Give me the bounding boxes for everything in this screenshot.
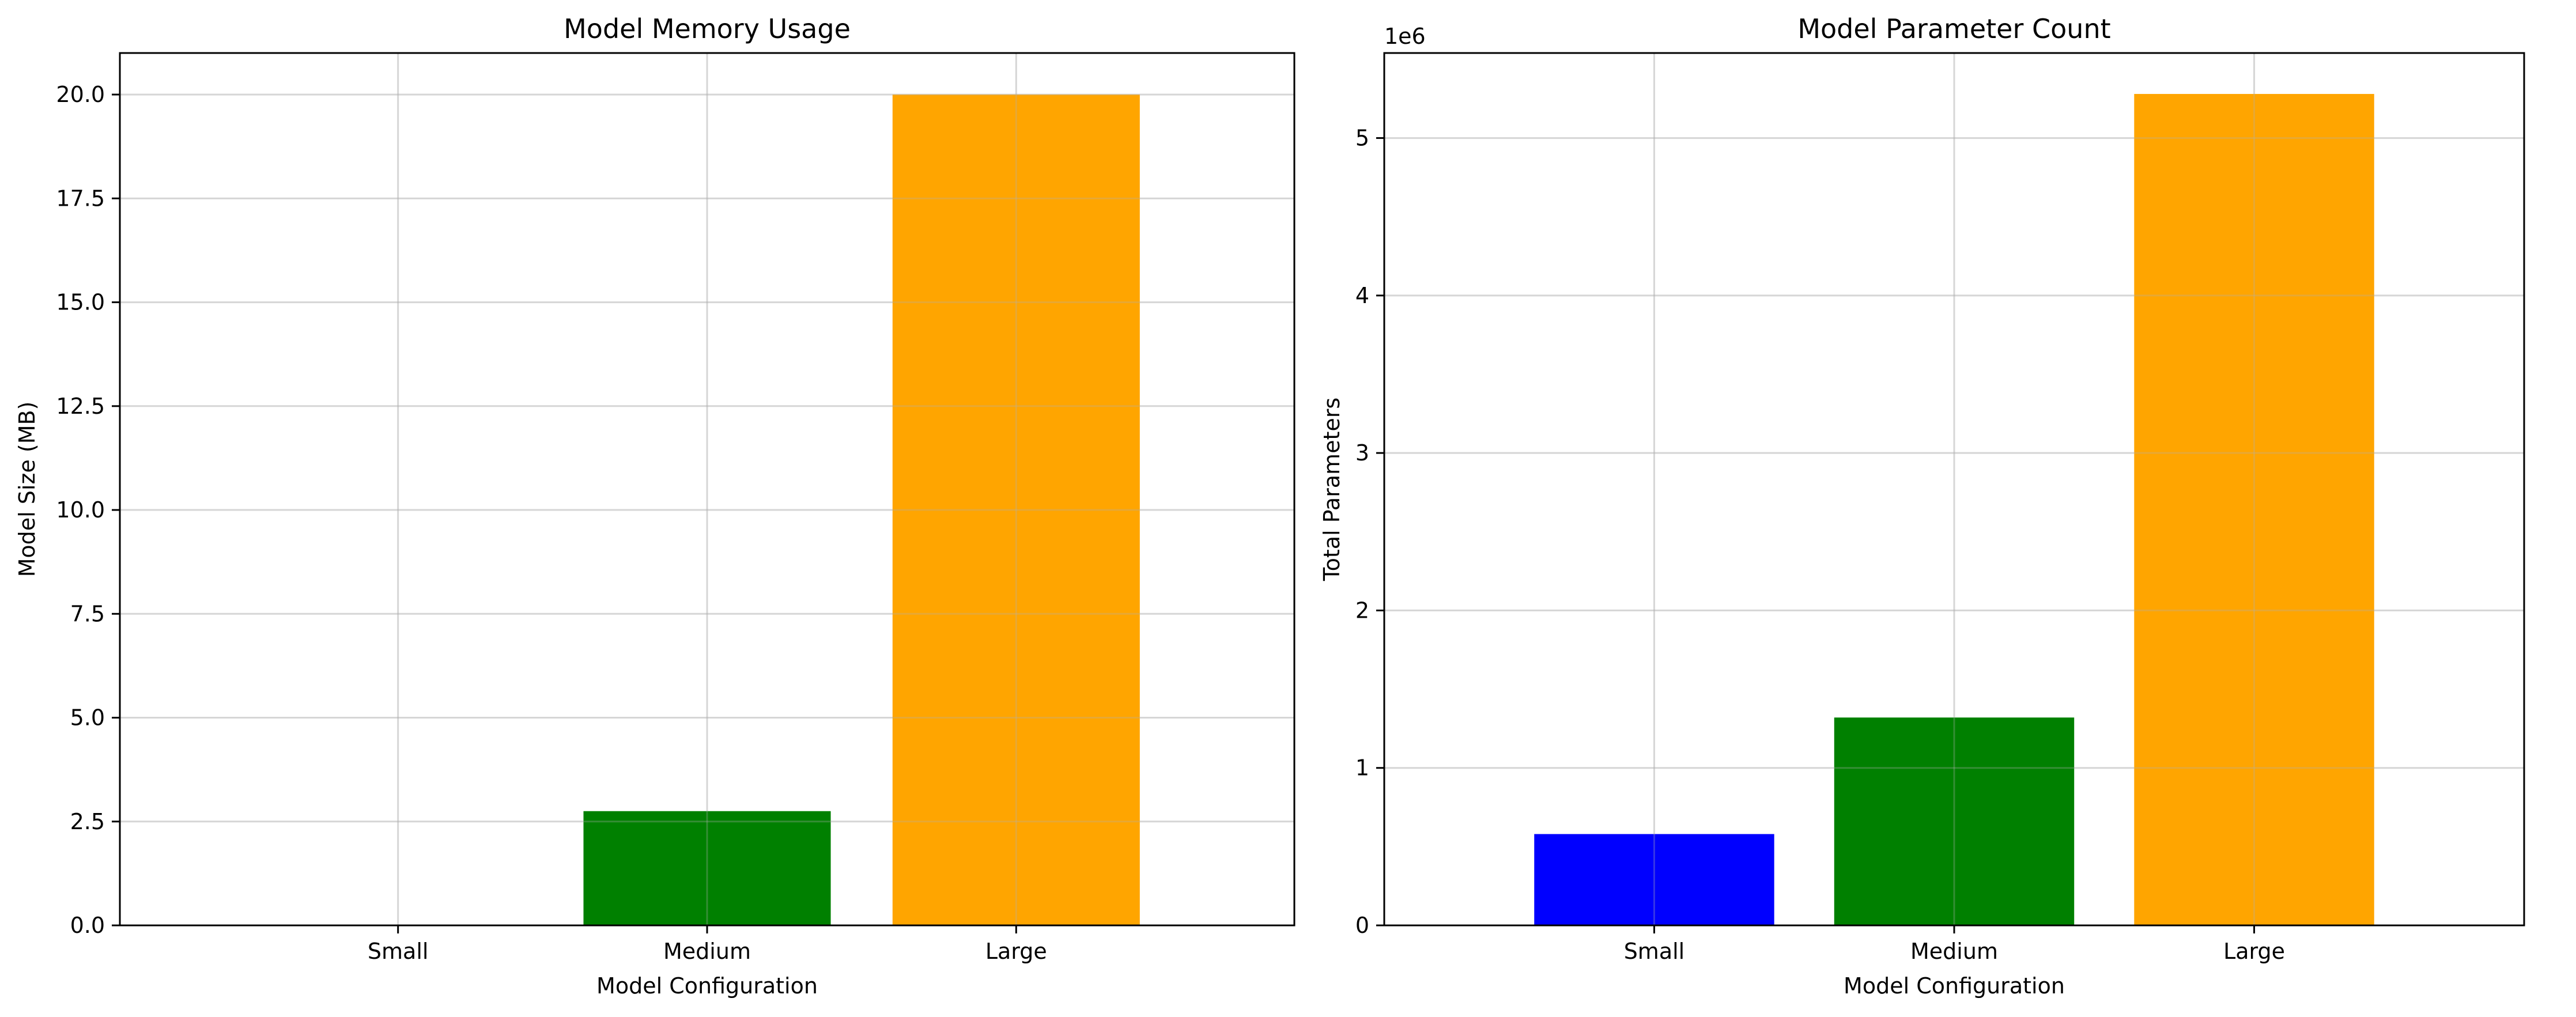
x-tick-label: Medium — [663, 939, 751, 964]
y-tick-label: 4 — [1355, 283, 1369, 308]
x-axis-label: Model Configuration — [1844, 973, 2065, 999]
y-tick-label: 10.0 — [56, 497, 105, 523]
x-tick-label: Small — [368, 939, 429, 964]
y-axis-label: Model Size (MB) — [14, 402, 40, 577]
y-tick-label: 2.5 — [70, 809, 105, 834]
y-tick-label: 3 — [1355, 440, 1369, 466]
bar-large — [2134, 94, 2374, 925]
y-tick-label: 0 — [1355, 913, 1369, 938]
bar-medium — [1834, 717, 2075, 925]
y-tick-label: 5.0 — [70, 705, 105, 731]
y-tick-label: 7.5 — [70, 601, 105, 626]
y-tick-label: 5 — [1355, 126, 1369, 151]
y-axis-label: Total Parameters — [1319, 398, 1344, 581]
x-tick-label: Medium — [1910, 939, 1998, 964]
chart-title: Model Parameter Count — [1797, 13, 2110, 44]
x-tick-label: Large — [2223, 939, 2285, 964]
y-tick-label: 12.5 — [56, 394, 105, 419]
y-tick-label: 1 — [1355, 755, 1369, 781]
y-tick-label: 20.0 — [56, 82, 105, 107]
y-tick-label: 2 — [1355, 598, 1369, 623]
y-axis-offset-label: 1e6 — [1384, 24, 1426, 49]
y-tick-label: 0.0 — [70, 913, 105, 938]
x-axis-label: Model Configuration — [596, 973, 818, 999]
chart-title: Model Memory Usage — [564, 13, 851, 44]
x-tick-label: Small — [1624, 939, 1685, 964]
chart-panel-2: 0 1 2 3 4 5 Small Medium Large Model Parameter Co… — [1319, 13, 2525, 999]
x-tick-label: Large — [985, 939, 1047, 964]
y-tick-label: 15.0 — [56, 290, 105, 315]
bar-large — [892, 94, 1140, 926]
bar-small — [1534, 834, 1774, 925]
y-tick-label: 17.5 — [56, 186, 105, 211]
chart-panel-1: 0.0 2.5 5.0 7.5 10.0 12.5 15.0 17.5 20.0 Small Med… — [14, 13, 1295, 999]
bar-medium — [583, 811, 831, 925]
